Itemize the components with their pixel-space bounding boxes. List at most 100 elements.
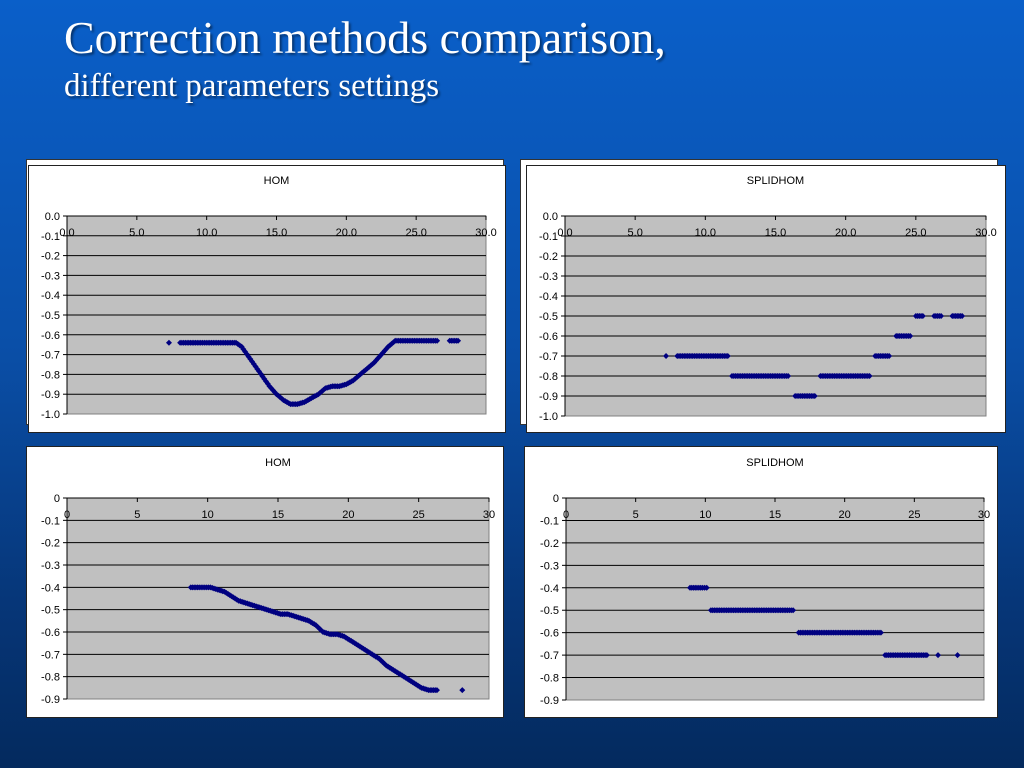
data-point	[959, 313, 966, 319]
data-point	[877, 629, 884, 636]
x-tick-label: 30.0	[975, 227, 996, 239]
x-tick-label: 20	[839, 509, 851, 521]
data-point	[954, 652, 961, 659]
x-tick-label: 0.0	[59, 227, 74, 239]
x-tick-label: 5.0	[628, 227, 643, 239]
y-tick-label: -0.8	[41, 672, 60, 684]
y-tick-label: 0	[54, 493, 60, 505]
y-tick-label: -0.4	[41, 582, 60, 594]
chart-title: SPLIDHOM	[747, 175, 804, 187]
y-tick-label: -0.4	[539, 291, 558, 303]
y-tick-label: -0.1	[41, 231, 60, 243]
data-point	[703, 584, 710, 591]
x-tick-label: 25	[413, 509, 425, 521]
chart-splidhom-bottom: SPLIDHOM 0 -0.1 -0.2 -0.3 -0.4 -0.5 -0.6 -0.7 -0.…	[540, 457, 990, 707]
plot-area	[66, 497, 490, 700]
x-tick-label: 10.0	[196, 227, 217, 239]
y-tick-label: -0.7	[41, 649, 60, 661]
y-tick-label: 0	[553, 493, 559, 505]
data-point	[381, 660, 388, 667]
y-tick-label: -0.3	[41, 560, 60, 572]
data-point	[811, 393, 818, 399]
x-tick-label: 0	[563, 509, 569, 521]
chart-hom-top: HOM0.0-0.1-0.2-0.3-0.4-0.5-0.6-0.7-0.8-0…	[41, 175, 497, 421]
y-tick-label: -1.0	[539, 411, 558, 423]
slide-title-line1: Correction methods comparison,	[64, 12, 666, 63]
y-tick-label: -0.8	[540, 673, 559, 685]
y-tick-label: -0.6	[41, 627, 60, 639]
chart-title: SPLIDHOM	[746, 457, 803, 469]
data-point	[245, 353, 252, 360]
chart-panel-hom-bottom: HOM 0 -0.1 -0.2 -0.3 -0.4 -0.5 -0.6 -0.7 -0.8 -0.9…	[26, 446, 504, 718]
data-point	[318, 388, 325, 395]
y-tick-label: -0.9	[540, 695, 559, 707]
x-tick-label: 15	[769, 509, 781, 521]
y-tick-label: -0.5	[41, 310, 60, 322]
y-tick-label: -0.9	[41, 389, 60, 401]
y-tick-label: -0.3	[539, 271, 558, 283]
data-point	[785, 373, 792, 379]
y-tick-label: -0.7	[540, 650, 559, 662]
data-point	[724, 353, 731, 359]
data-point	[263, 378, 270, 385]
y-tick-label: -0.8	[539, 371, 558, 383]
slide-title: Correction methods comparison, different…	[64, 10, 666, 106]
data-point	[165, 339, 172, 346]
data-point	[907, 333, 914, 339]
data-point	[352, 375, 359, 382]
chart-card: SPLIDHOM 0 -0.1 -0.2 -0.3 -0.4 -0.5 -0.6 -0.7 -0.…	[524, 446, 998, 718]
data-point	[938, 313, 945, 319]
x-tick-label: 10.0	[695, 227, 716, 239]
data-point	[359, 369, 366, 376]
y-tick-label: -0.1	[540, 515, 559, 527]
x-tick-label: 30	[978, 509, 990, 521]
y-tick-label: -0.4	[41, 290, 60, 302]
y-tick-label: -0.2	[41, 538, 60, 550]
data-point	[434, 337, 441, 344]
y-tick-label: -0.4	[540, 583, 559, 595]
chart-splidhom-top: SPLIDHOM0.0-0.1-0.2-0.3-0.4-0.5-0.6-0.7-…	[539, 175, 997, 423]
data-point	[935, 652, 942, 659]
y-tick-label: 0.0	[543, 211, 558, 223]
data-point	[663, 353, 670, 359]
chart-panel-splidhom-top: SPLIDHOM 0.0 -0.1 -0.2 -0.3 -0.4 -0.5 -0.6 -0.7-…	[520, 159, 1006, 433]
x-tick-label: 20	[342, 509, 354, 521]
y-tick-label: -0.1	[41, 515, 60, 527]
data-point	[273, 391, 280, 398]
y-tick-label: -0.5	[539, 311, 558, 323]
x-tick-label: 20.0	[835, 227, 856, 239]
data-point	[379, 659, 386, 666]
data-point	[316, 625, 323, 632]
x-tick-label: 25.0	[405, 227, 426, 239]
x-tick-label: 25	[908, 509, 920, 521]
chart-card: HOM 0 -0.1 -0.2 -0.3 -0.4 -0.5 -0.6 -0.7 -0.8 -0.9…	[26, 446, 504, 718]
data-point	[886, 353, 893, 359]
y-tick-label: -0.5	[540, 605, 559, 617]
y-tick-label: -0.2	[41, 251, 60, 263]
data-point	[919, 313, 926, 319]
data-point	[373, 357, 380, 364]
x-tick-label: 5.0	[129, 227, 144, 239]
x-tick-label: 5	[134, 509, 140, 521]
data-point	[455, 337, 462, 344]
chart-title: HOM	[264, 175, 290, 187]
x-tick-label: 10	[699, 509, 711, 521]
x-tick-label: 15.0	[765, 227, 786, 239]
data-point	[268, 385, 275, 392]
data-point	[459, 687, 466, 694]
x-tick-label: 25.0	[905, 227, 926, 239]
y-tick-label: -0.1	[539, 231, 558, 243]
y-tick-label: -1.0	[41, 409, 60, 421]
data-point	[790, 607, 797, 614]
x-tick-label: 15.0	[266, 227, 287, 239]
slide-subtitle: different parameters settings	[64, 68, 440, 104]
y-tick-label: -0.9	[41, 694, 60, 706]
plot-area	[565, 497, 985, 701]
x-tick-label: 0.0	[557, 227, 572, 239]
y-tick-label: -0.2	[539, 251, 558, 263]
data-point	[318, 627, 325, 634]
data-point	[256, 368, 263, 375]
data-point	[433, 687, 440, 694]
chart-panel-splidhom-bottom: SPLIDHOM 0 -0.1 -0.2 -0.3 -0.4 -0.5 -0.6 -0.7 -0.…	[524, 446, 998, 718]
x-tick-label: 30	[483, 509, 495, 521]
